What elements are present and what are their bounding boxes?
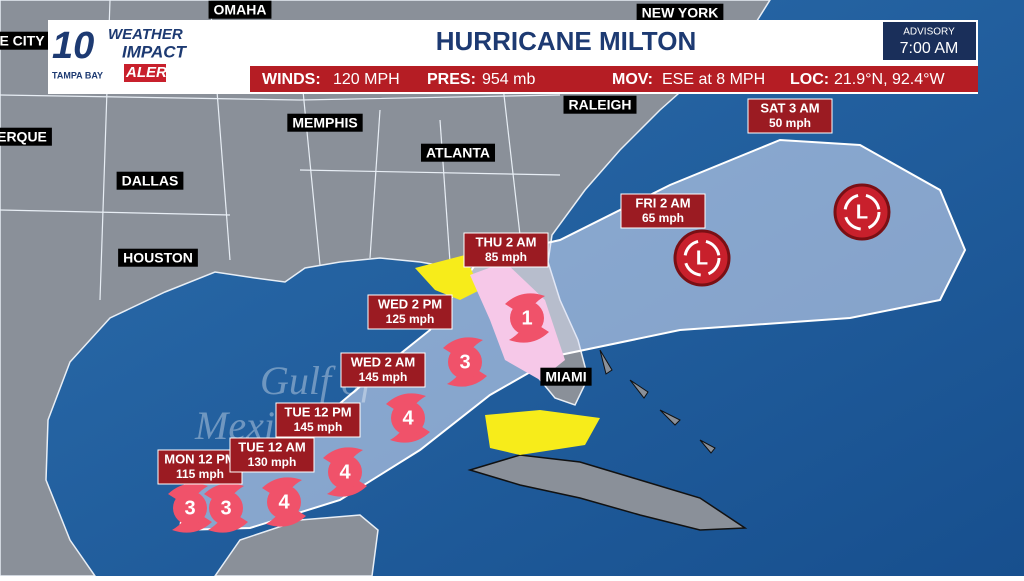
stat-label: WINDS: [262,71,321,88]
stats-bar [250,66,978,92]
storm-category: L [856,201,868,223]
stat-value: 21.9°N, 92.4°W [834,71,946,88]
forecast-label-box [275,402,361,438]
city-label-bg [540,367,592,386]
stat-value: 954 mb [482,71,535,88]
city-label: MEMPHIS [292,115,357,131]
hurricane-icon [510,301,544,335]
storm-category: 1 [521,307,532,329]
hurricane-icon [173,491,207,525]
storm-category: 4 [402,407,414,429]
stat-label: MOV: [612,71,653,88]
city-label: ERQUE [0,129,47,145]
forecast-wind: 50 mph [769,116,811,130]
city-label: NEW YORK [642,5,719,21]
bahamas [599,349,716,454]
city-label: DALLAS [122,173,179,189]
storm-category: 4 [278,491,290,513]
forecast-time: MON 12 PM [164,451,236,466]
city-label-bg [420,143,496,162]
logo-text: ALERT [125,64,178,81]
hurricane-icon [448,345,482,379]
hurricane-icon [267,485,301,519]
city-label-bg [0,127,52,146]
city-label-bg [636,3,724,22]
city-label-bg [118,248,198,267]
forecast-time: TUE 12 PM [284,404,351,419]
forecast-label-box [747,98,833,134]
city-label: HOUSTON [123,250,193,266]
logo-station: TAMPA BAY [52,70,103,80]
low-ring [843,193,881,231]
city-label: ATLANTA [426,145,490,161]
forecast-time: WED 2 PM [378,296,442,311]
forecast-time: FRI 2 AM [635,195,690,210]
stat-label: LOC: [790,71,829,88]
forecast-time: THU 2 AM [476,234,537,249]
forecast-wind: 145 mph [359,370,408,384]
stat-label: PRES: [427,71,476,88]
advisory-box [883,22,976,60]
city-label-bg [563,95,637,114]
storm-category: 3 [459,351,470,373]
forecast-wind: 85 mph [485,250,527,264]
forecast-time: WED 2 AM [351,354,416,369]
cuba-land [467,454,748,531]
logo-text: WEATHER [108,26,183,43]
stat-value: ESE at 8 MPH [662,71,765,88]
city-label-bg [116,171,184,190]
storm-category: 3 [220,497,231,519]
hurricane-icon [209,491,243,525]
forecast-label-box [620,193,706,229]
forecast-label-box [367,294,453,330]
storm-category: 3 [184,497,195,519]
forecast-label-box [229,437,315,473]
storm-category: L [696,247,708,269]
stat-value: 120 MPH [333,71,400,88]
low-icon [833,183,891,241]
forecast-wind: 145 mph [294,420,343,434]
forecast-time: SAT 3 AM [760,100,819,115]
logo-badge [124,64,166,82]
forecast-wind: 115 mph [176,467,224,481]
city-label-bg [287,113,363,132]
hurricane-icon [391,401,425,435]
logo-text: IMPACT [122,42,188,61]
city-label: MIAMI [545,369,586,385]
city-label: E CITY [0,33,45,49]
city-label-bg [208,0,272,19]
logo-number: 10 [52,25,94,67]
forecast-time: TUE 12 AM [238,439,305,454]
low-icon [673,229,731,287]
advisory-time: 7:00 AM [900,40,959,57]
storm-category: 4 [339,461,351,483]
forecast-wind: 125 mph [386,312,435,326]
hurricane-icon [328,455,362,489]
city-label: OMAHA [214,2,267,18]
overlay: OMAHA NEW YORK E CITY RALEIGH MEMPHIS ERQUE AT… [0,0,891,533]
city-label: RALEIGH [569,97,632,113]
warning-area [415,255,600,455]
forecast-label-box [157,449,243,485]
forecast-wind: 130 mph [248,455,297,469]
city-label-bg [0,31,51,50]
forecast-label-box [463,232,549,268]
title: HURRICANE MILTON [436,26,696,56]
low-ring [683,239,721,277]
advisory-label: ADVISORY [903,27,955,38]
forecast-label-box [340,352,426,388]
forecast-wind: 65 mph [642,211,684,225]
